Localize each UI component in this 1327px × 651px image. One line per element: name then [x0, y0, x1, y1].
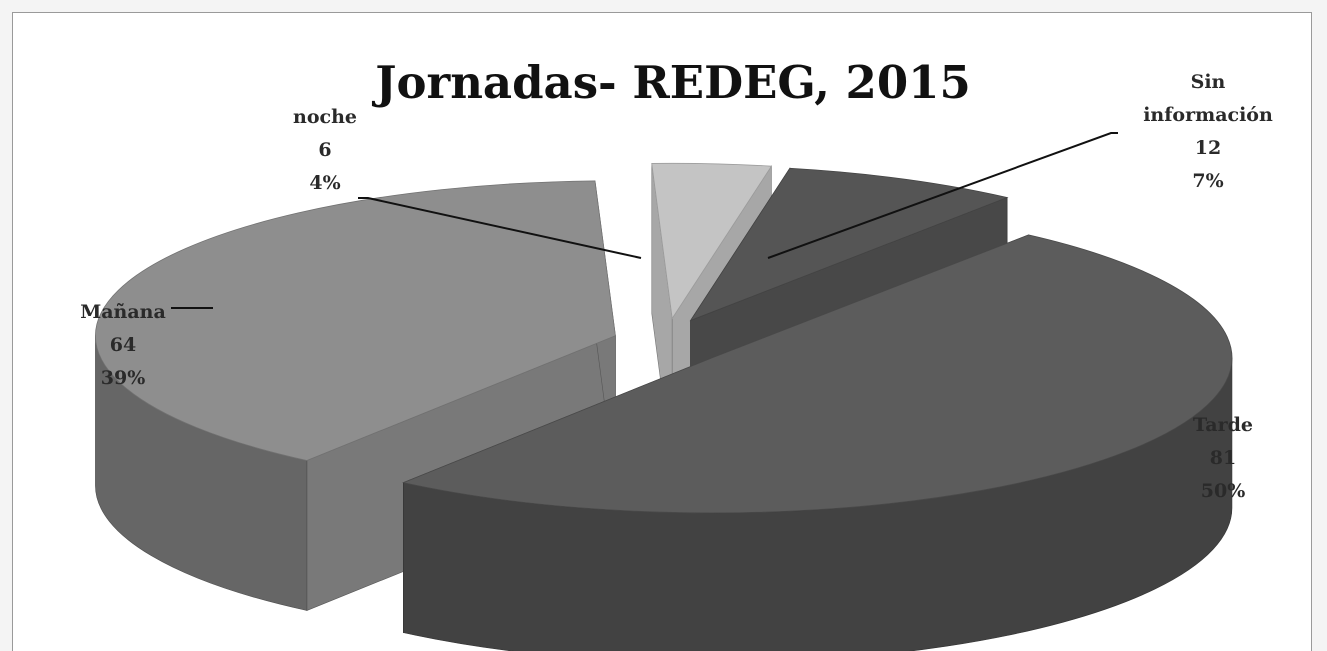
pie-labels: Sin información 12 7% Tarde 81 50% Mañana 64 39% n… — [80, 71, 1273, 502]
leader-line-noche — [358, 197, 642, 259]
leader-line-sin-información — [767, 132, 1118, 259]
pie-label-noche: noche 6 4% — [293, 106, 357, 194]
pie-slice-tarde — [402, 234, 1233, 651]
pie-chart: Jornadas- REDEG, 2015 Sin información 12 7%… — [80, 56, 1273, 651]
pie-slices — [95, 162, 1233, 651]
pie-label-sin-información: Sin información 12 7% — [1143, 71, 1273, 192]
pie-label-mañana: Mañana 64 39% — [80, 301, 166, 389]
pie-label-tarde: Tarde 81 50% — [1193, 414, 1253, 502]
chart-title: Jornadas- REDEG, 2015 — [371, 56, 971, 109]
chart-frame: Jornadas- REDEG, 2015 Sin información 12 7%… — [12, 12, 1312, 651]
